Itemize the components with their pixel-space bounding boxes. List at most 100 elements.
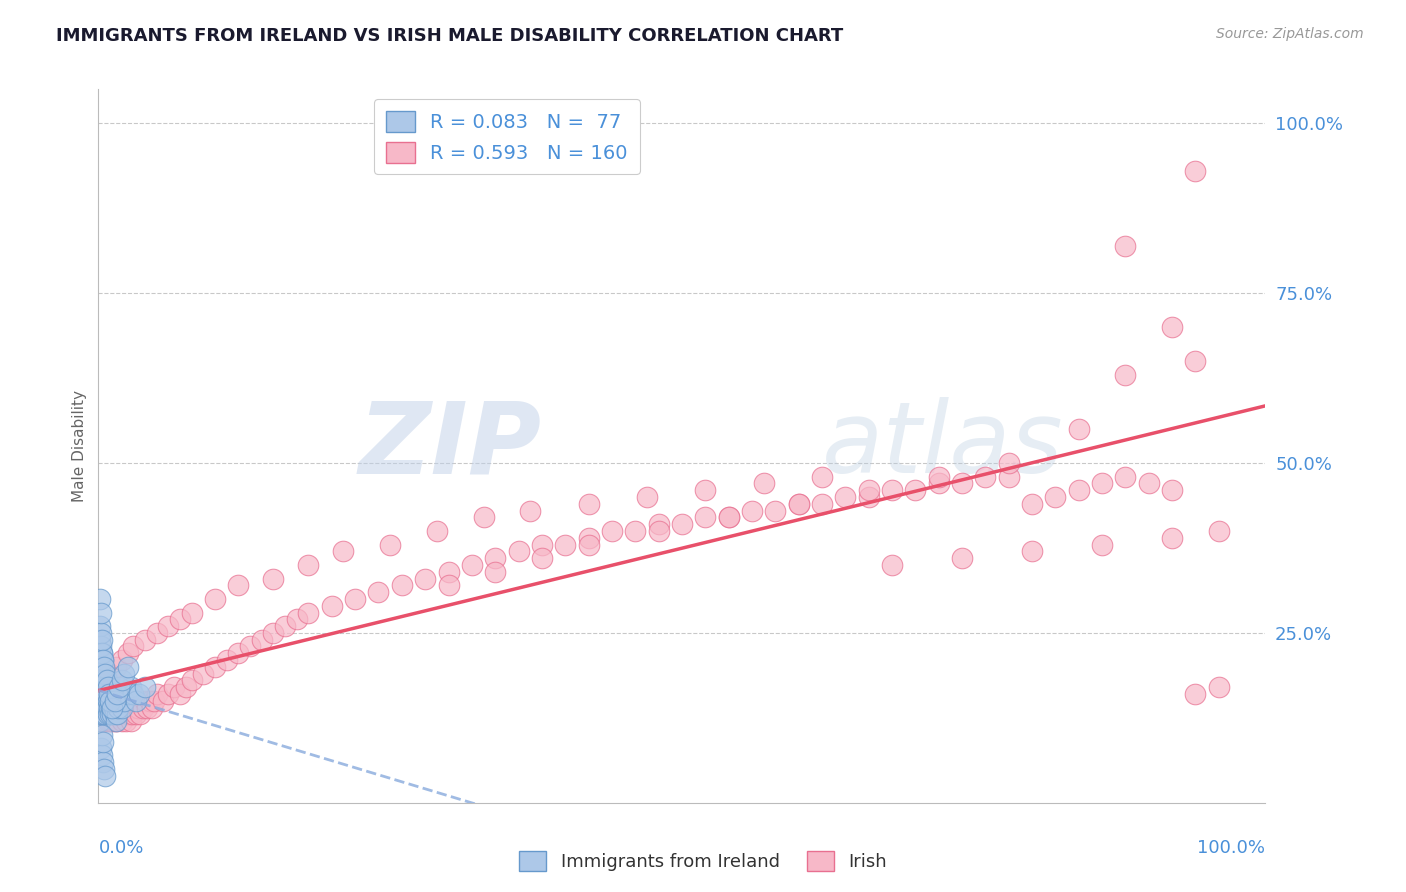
Point	[157, 687, 180, 701]
Point	[1114, 238, 1136, 252]
Point	[1208, 524, 1230, 538]
Point	[554, 537, 576, 551]
Point	[108, 700, 131, 714]
Point	[1021, 544, 1043, 558]
Point	[101, 707, 124, 722]
Point	[90, 606, 112, 620]
Point	[98, 694, 121, 708]
Point	[90, 694, 112, 708]
Point	[98, 714, 121, 729]
Point	[508, 544, 530, 558]
Point	[120, 714, 142, 729]
Point	[90, 646, 112, 660]
Point	[93, 660, 115, 674]
Point	[530, 537, 553, 551]
Point	[1091, 476, 1114, 491]
Point	[91, 707, 114, 722]
Point	[695, 510, 717, 524]
Point	[104, 694, 127, 708]
Point	[143, 694, 166, 708]
Point	[1114, 469, 1136, 483]
Point	[146, 626, 169, 640]
Point	[136, 700, 159, 714]
Point	[367, 585, 389, 599]
Point	[472, 510, 495, 524]
Point	[1045, 490, 1067, 504]
Point	[111, 714, 134, 729]
Point	[152, 694, 174, 708]
Point	[93, 707, 115, 722]
Point	[90, 694, 112, 708]
Point	[122, 640, 145, 654]
Point	[103, 707, 125, 722]
Point	[117, 707, 139, 722]
Point	[112, 700, 135, 714]
Point	[763, 503, 786, 517]
Point	[90, 687, 112, 701]
Point	[461, 558, 484, 572]
Point	[204, 660, 226, 674]
Point	[101, 714, 124, 729]
Point	[578, 531, 600, 545]
Point	[89, 591, 111, 606]
Point	[94, 700, 117, 714]
Point	[98, 707, 121, 722]
Point	[1091, 537, 1114, 551]
Point	[97, 700, 120, 714]
Point	[90, 653, 112, 667]
Point	[1021, 497, 1043, 511]
Point	[118, 707, 141, 722]
Point	[332, 544, 354, 558]
Point	[484, 565, 506, 579]
Legend: R = 0.083   N =  77, R = 0.593   N = 160: R = 0.083 N = 77, R = 0.593 N = 160	[374, 99, 640, 174]
Point	[93, 687, 115, 701]
Point	[90, 687, 112, 701]
Point	[90, 680, 112, 694]
Point	[111, 673, 134, 688]
Point	[413, 572, 436, 586]
Point	[1137, 476, 1160, 491]
Point	[624, 524, 647, 538]
Point	[297, 558, 319, 572]
Point	[98, 666, 121, 681]
Point	[91, 700, 114, 714]
Point	[141, 700, 163, 714]
Point	[91, 653, 114, 667]
Point	[97, 714, 120, 729]
Point	[128, 687, 150, 701]
Text: ZIP: ZIP	[359, 398, 541, 494]
Point	[90, 748, 112, 763]
Point	[1184, 687, 1206, 701]
Point	[89, 714, 111, 729]
Point	[180, 606, 202, 620]
Point	[752, 476, 775, 491]
Point	[146, 687, 169, 701]
Point	[90, 714, 112, 729]
Point	[97, 707, 120, 722]
Point	[97, 694, 120, 708]
Point	[157, 619, 180, 633]
Point	[1067, 483, 1090, 498]
Point	[636, 490, 658, 504]
Point	[122, 687, 145, 701]
Point	[97, 673, 120, 688]
Point	[274, 619, 297, 633]
Point	[858, 483, 880, 498]
Point	[97, 707, 120, 722]
Point	[93, 694, 115, 708]
Point	[94, 694, 117, 708]
Point	[107, 707, 129, 722]
Point	[950, 551, 973, 566]
Point	[94, 680, 117, 694]
Point	[89, 707, 111, 722]
Point	[695, 483, 717, 498]
Point	[93, 762, 115, 776]
Point	[285, 612, 308, 626]
Point	[1067, 422, 1090, 436]
Point	[787, 497, 810, 511]
Point	[120, 680, 142, 694]
Point	[129, 707, 152, 722]
Point	[1161, 531, 1184, 545]
Point	[91, 755, 114, 769]
Point	[96, 687, 118, 701]
